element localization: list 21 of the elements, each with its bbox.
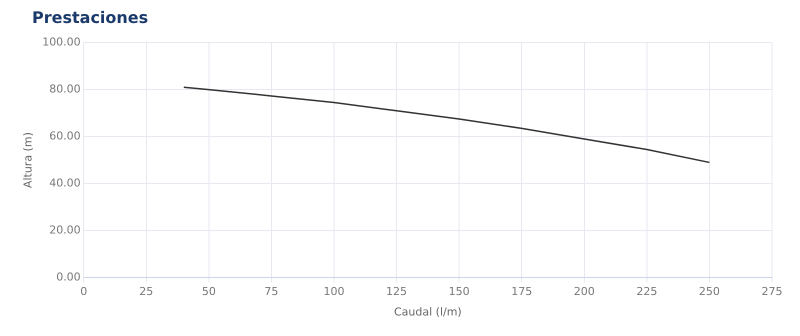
x-tick-label: 150 bbox=[448, 285, 470, 298]
y-tick-label: 80.00 bbox=[49, 82, 81, 96]
y-tick-label: 0.00 bbox=[56, 270, 81, 284]
y-tick-label: 60.00 bbox=[49, 129, 81, 142]
y-tick-label: 100.00 bbox=[42, 35, 81, 48]
y-axis-title: Altura (m) bbox=[21, 132, 34, 188]
x-tick-label: 100 bbox=[323, 285, 344, 298]
chart-title: Prestaciones bbox=[32, 8, 150, 27]
y-tick-label: 40.00 bbox=[49, 176, 81, 190]
x-tick-label: 125 bbox=[386, 285, 408, 298]
x-tick-label: 225 bbox=[636, 285, 658, 298]
x-tick-label: 75 bbox=[264, 285, 278, 298]
x-tick-label: 175 bbox=[511, 285, 532, 298]
x-tick-label: 275 bbox=[762, 285, 782, 298]
x-tick-label: 0 bbox=[80, 285, 88, 298]
x-tick-label: 200 bbox=[574, 285, 595, 298]
x-axis-title: Caudal (l/m) bbox=[394, 305, 462, 318]
x-tick-label: 25 bbox=[139, 285, 154, 298]
x-tick-label: 250 bbox=[698, 285, 720, 298]
y-tick-label: 20.00 bbox=[49, 223, 81, 236]
x-tick-label: 50 bbox=[202, 285, 216, 298]
